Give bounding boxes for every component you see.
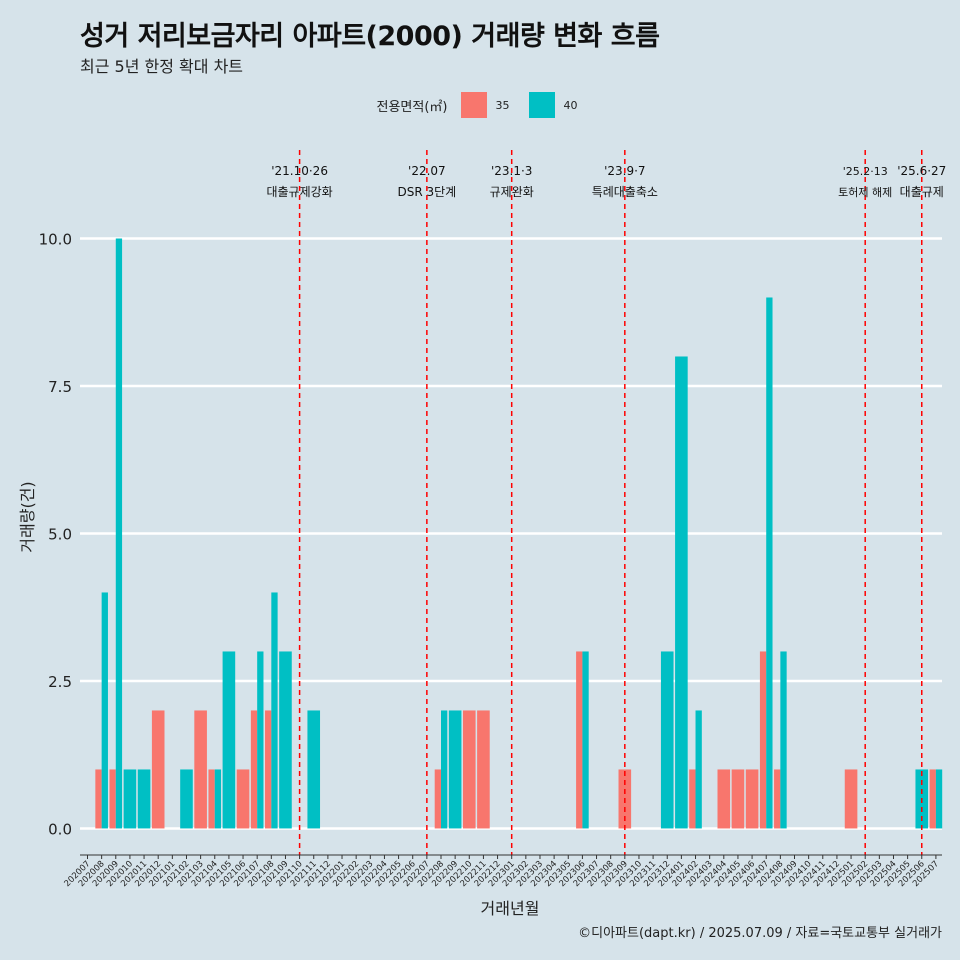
chart-title: 성거 저리보금자리 아파트(2000) 거래량 변화 흐름 [80, 21, 660, 52]
bar-35-202404 [717, 769, 731, 829]
event-date-202502: '25.2·13 [843, 165, 888, 178]
event-label-202301: 규제완화 [490, 185, 534, 199]
bar-35-202008 [95, 769, 102, 829]
y-tick-label: 2.5 [48, 673, 72, 691]
bar-40-202102 [180, 769, 193, 829]
legend-title: 전용면적(㎡) [376, 99, 448, 115]
legend-label-40: 40 [563, 98, 578, 112]
bar-40-202105 [222, 651, 236, 829]
bar-40-202010 [123, 769, 137, 829]
x-axis-label: 거래년월 [481, 899, 540, 918]
bar-35-202009 [109, 769, 116, 829]
source-caption: ©디아파트(dapt.kr) / 2025.07.09 / 자료=국토교통부 실… [578, 926, 942, 941]
y-axis-label: 거래량(건) [18, 481, 37, 552]
y-tick-label: 0.0 [48, 820, 72, 838]
event-date-202207: '22.07 [408, 164, 446, 178]
chart-subtitle: 최근 5년 한정 확대 차트 [80, 57, 244, 76]
bar-35-202103 [194, 710, 207, 829]
bar-40-202306 [582, 651, 589, 829]
bar-35-202211 [477, 710, 490, 829]
bar-40-202401 [675, 356, 688, 829]
event-date-202309: '23.9·7 [604, 164, 645, 178]
bar-35-202104 [208, 769, 215, 829]
x-axis: 2020072020082020092020102020112020122021… [63, 854, 942, 889]
bar-35-202106 [236, 769, 250, 829]
bar-40-202008 [101, 592, 108, 829]
bar-35-202408 [774, 769, 781, 829]
bar-35-202507 [929, 769, 936, 829]
bar-35-202405 [731, 769, 745, 829]
bar-35-202210 [462, 710, 476, 829]
bar-40-202011 [137, 769, 151, 829]
y-tick-label: 10.0 [39, 230, 72, 248]
bar-35-202402 [689, 769, 696, 829]
bar-35-202501 [844, 769, 858, 829]
bar-40-202111 [307, 710, 321, 829]
bar-35-202012 [151, 710, 165, 829]
bar-40-202107 [257, 651, 264, 829]
bar-35-202306 [576, 651, 583, 829]
bar-40-202104 [214, 769, 222, 829]
bars [95, 238, 943, 829]
event-annotations: '21.10·26 대출규제강화 '22.07 DSR 3단계 '23.1·3 규제완화 '… [266, 164, 946, 199]
event-label-202502: 토허제 해제 [838, 185, 892, 199]
event-lines [298, 150, 923, 855]
legend-swatch-35 [461, 92, 488, 118]
event-label-202110: 대출규제강화 [266, 185, 332, 199]
event-date-202506: '25.6·27 [897, 164, 946, 178]
bar-40-202408 [780, 651, 787, 829]
bar-40-202209 [448, 710, 462, 829]
bar-40-202208 [441, 710, 448, 829]
bar-40-202402 [695, 710, 702, 829]
legend-swatch-40 [529, 92, 556, 118]
y-tick-label: 7.5 [48, 378, 72, 396]
legend: 전용면적(㎡) 35 40 [0, 92, 960, 118]
y-tick-label: 5.0 [48, 525, 72, 543]
bar-40-202009 [115, 238, 123, 829]
event-label-202506: 대출규제 [900, 185, 944, 199]
event-label-202309: 특례대출축소 [592, 185, 658, 199]
y-axis: 0.0 2.5 5.0 7.5 10.0 [39, 230, 72, 838]
bar-35-202108 [265, 710, 272, 829]
bar-40-202507 [935, 769, 943, 829]
bar-35-202107 [250, 710, 258, 829]
bar-35-202407 [759, 651, 767, 829]
bar-35-202208 [434, 769, 441, 829]
bar-40-202109 [279, 651, 292, 829]
event-date-202110: '21.10·26 [271, 164, 328, 178]
event-label-202207: DSR 3단계 [397, 185, 456, 199]
legend-label-35: 35 [495, 98, 510, 112]
bar-40-202407 [766, 297, 773, 829]
bar-40-202312 [660, 651, 674, 829]
event-date-202301: '23.1·3 [491, 164, 532, 178]
bar-40-202108 [271, 592, 278, 829]
bar-35-202406 [745, 769, 759, 829]
